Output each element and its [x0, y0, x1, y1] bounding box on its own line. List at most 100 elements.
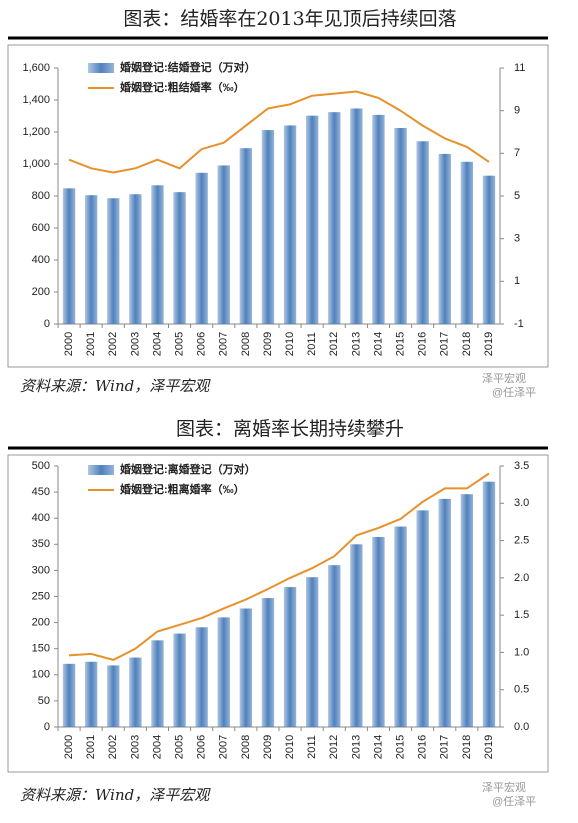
- x-tick-label: 2007: [218, 332, 230, 356]
- bar: [460, 494, 474, 727]
- bar: [438, 153, 451, 324]
- y-tick-label: 1,000: [22, 158, 50, 170]
- y2-tick-label: 2.5: [514, 534, 529, 546]
- bar: [482, 481, 496, 727]
- y-tick-label: 200: [32, 617, 50, 629]
- x-tick-label: 2002: [107, 332, 119, 356]
- x-tick-label: 2014: [372, 735, 384, 759]
- bar: [305, 115, 319, 325]
- bar: [261, 130, 275, 324]
- bar: [283, 125, 297, 324]
- y2-tick-label: 1.5: [514, 609, 529, 621]
- bar: [173, 192, 186, 324]
- y-tick-label: 200: [32, 286, 50, 298]
- bar: [350, 108, 363, 324]
- bar: [350, 544, 363, 727]
- bar: [283, 587, 297, 727]
- x-tick-label: 2009: [262, 735, 274, 759]
- y2-tick-label: 0.5: [514, 684, 529, 696]
- bar: [239, 608, 253, 727]
- legend-label: 婚姻登记:粗结婚率（‰）: [120, 80, 245, 94]
- legend-swatch: [88, 63, 114, 73]
- x-tick-label: 2013: [350, 332, 362, 356]
- bar: [394, 526, 407, 727]
- x-tick-label: 2001: [85, 735, 97, 759]
- bar: [416, 510, 429, 727]
- y2-tick-label: 9: [514, 105, 520, 117]
- bar: [107, 198, 120, 324]
- bar: [372, 536, 385, 727]
- bar: [195, 627, 208, 727]
- x-tick-label: 2011: [306, 735, 318, 759]
- legend-label: 婚姻登记:离婚登记（万对）: [120, 462, 256, 476]
- x-tick-label: 2012: [328, 735, 340, 759]
- x-tick-label: 2015: [394, 332, 406, 356]
- bar: [62, 663, 76, 727]
- legend-swatch: [88, 465, 114, 475]
- chart-frame: [7, 454, 549, 773]
- watermark: @任泽平: [492, 795, 536, 808]
- bar: [305, 577, 319, 727]
- bar: [151, 640, 164, 727]
- x-tick-label: 2016: [417, 735, 429, 759]
- y-tick-label: 450: [32, 486, 50, 498]
- y2-tick-label: 2.0: [514, 572, 529, 584]
- x-tick-label: 2003: [129, 332, 141, 356]
- y-tick-label: 1,400: [22, 94, 50, 106]
- y-tick-label: 0: [44, 721, 50, 733]
- bar: [217, 165, 230, 324]
- bar: [217, 617, 230, 727]
- chart-title: 图表：离婚率长期持续攀升: [176, 418, 404, 440]
- bar: [151, 185, 164, 324]
- y2-tick-label: 1: [514, 275, 520, 287]
- x-tick-label: 2005: [173, 332, 185, 356]
- y-tick-label: 100: [32, 669, 50, 681]
- bar: [129, 194, 142, 324]
- bar: [482, 175, 496, 324]
- legend-label: 婚姻登记:粗离婚率（‰）: [120, 482, 245, 496]
- bar: [438, 498, 451, 727]
- bar: [129, 657, 142, 727]
- bar: [62, 188, 76, 324]
- y2-tick-label: 7: [514, 147, 520, 159]
- x-tick-label: 2008: [240, 332, 252, 356]
- y-tick-label: 800: [32, 190, 50, 202]
- bar: [261, 598, 275, 727]
- x-tick-label: 2004: [151, 332, 163, 356]
- line: [68, 472, 490, 661]
- y-tick-label: 1,200: [22, 126, 50, 138]
- y2-tick-label: 3: [514, 233, 520, 245]
- y2-tick-label: 1.0: [514, 646, 529, 658]
- bar: [173, 633, 186, 727]
- x-tick-label: 2013: [350, 735, 362, 759]
- y2-tick-label: -1: [514, 318, 524, 330]
- x-tick-label: 2010: [284, 332, 296, 356]
- x-tick-label: 2016: [417, 332, 429, 356]
- y-tick-label: 0: [44, 318, 50, 330]
- y2-tick-label: 3.5: [514, 460, 529, 472]
- bar: [394, 128, 407, 324]
- y2-tick-label: 5: [514, 190, 520, 202]
- x-tick-label: 2018: [461, 332, 473, 356]
- y2-tick-label: 0.0: [514, 721, 529, 733]
- y-tick-label: 400: [32, 254, 50, 266]
- x-tick-label: 2001: [85, 332, 97, 356]
- bar: [239, 148, 253, 324]
- x-tick-label: 2017: [439, 332, 451, 356]
- source: 资料来源：Wind，泽平宏观: [20, 786, 211, 804]
- y-tick-label: 300: [32, 564, 50, 576]
- y-tick-label: 250: [32, 590, 50, 602]
- bar: [84, 195, 98, 324]
- bar: [460, 161, 474, 324]
- watermark: 泽平宏观: [482, 780, 526, 794]
- y-tick-label: 500: [32, 460, 50, 472]
- x-tick-label: 2011: [306, 332, 318, 356]
- y2-tick-label: 11: [514, 62, 525, 74]
- x-tick-label: 2014: [372, 332, 384, 356]
- x-tick-label: 2000: [63, 735, 75, 759]
- x-tick-label: 2000: [63, 332, 75, 356]
- legend-label: 婚姻登记:结婚登记（万对）: [120, 60, 256, 74]
- x-tick-label: 2012: [328, 332, 340, 356]
